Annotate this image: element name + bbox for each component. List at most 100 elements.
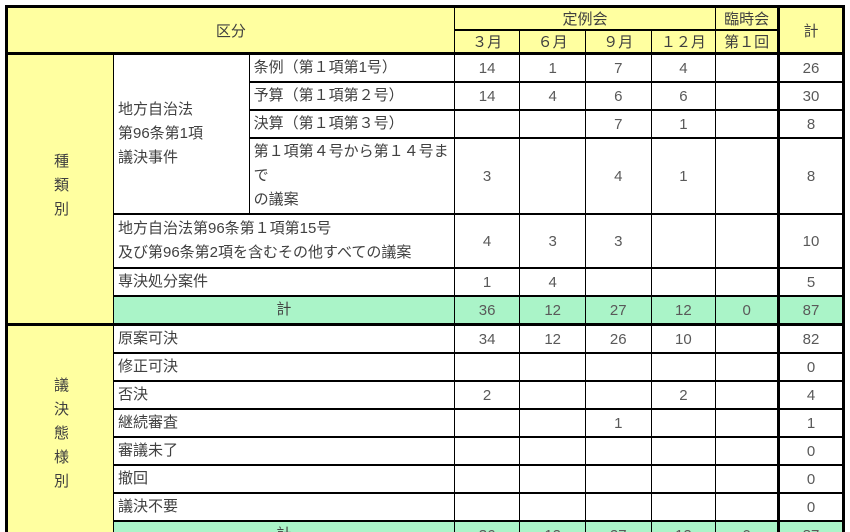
total-value-cell: 26 [779,54,844,83]
assembly-results-table: 区分 定例会 臨時会 計 ３月 ６月 ９月 １２月 第１回 種類別 地方自治法 … [5,5,845,532]
row-label: 議決不要 [114,493,455,521]
row-label: 否決 [114,381,455,409]
month-header-mar: ３月 [454,30,520,54]
value-cell: 2 [454,381,520,409]
value-cell: 36 [454,521,520,532]
value-cell [716,325,779,354]
table-row: 種類別 地方自治法 第96条第1項 議決事件 条例（第１項第1号） 14 1 7… [7,54,844,83]
total-value-cell: 0 [779,493,844,521]
table-row: 議決態様別 原案可決 34 12 26 10 82 [7,325,844,354]
value-cell [585,268,651,296]
value-cell: 4 [454,214,520,268]
value-cell [716,353,779,381]
total-row-label: 計 [114,296,455,325]
value-cell [520,138,586,214]
value-cell [585,465,651,493]
total-value-cell: 5 [779,268,844,296]
value-cell [454,437,520,465]
value-cell [651,465,716,493]
total-value-cell: 8 [779,110,844,138]
value-cell [716,82,779,110]
value-cell [651,493,716,521]
row-label: 継続審査 [114,409,455,437]
value-cell: 2 [651,381,716,409]
value-cell: 12 [520,521,586,532]
side-label-by-type: 種類別 [7,54,114,325]
value-cell: 1 [520,54,586,83]
month-header-sep: ９月 [585,30,651,54]
row-label: 審議未了 [114,437,455,465]
value-cell: 34 [454,325,520,354]
value-cell: 1 [585,409,651,437]
side-label-by-resolution-form: 議決態様別 [7,325,114,532]
value-cell [716,110,779,138]
row-label: 第１項第４号から第１４号まで の議案 [249,138,454,214]
row-label: 撤回 [114,465,455,493]
value-cell: 1 [454,268,520,296]
group-label-local-autonomy-law: 地方自治法 第96条第1項 議決事件 [114,54,250,215]
value-cell: 7 [585,110,651,138]
table-row: 撤回 0 [7,465,844,493]
header-row-1: 区分 定例会 臨時会 計 [7,7,844,31]
total-value-cell: 0 [779,465,844,493]
row-label: 原案可決 [114,325,455,354]
row-label: 専決処分案件 [114,268,455,296]
row-label: 決算（第１項第３号） [249,110,454,138]
value-cell [716,54,779,83]
total-value-cell: 30 [779,82,844,110]
value-cell [520,493,586,521]
total-value-cell: 4 [779,381,844,409]
value-cell: 12 [520,325,586,354]
value-cell: 1 [651,138,716,214]
value-cell: 0 [716,296,779,325]
value-cell: 12 [651,521,716,532]
teireikai-header: 定例会 [454,7,715,31]
value-cell [454,409,520,437]
table-row: 議決不要 0 [7,493,844,521]
value-cell: 0 [716,521,779,532]
row-label: 予算（第１項第２号） [249,82,454,110]
month-header-jun: ６月 [520,30,586,54]
total-value-cell: 0 [779,437,844,465]
value-cell [454,465,520,493]
value-cell [651,353,716,381]
value-cell [585,493,651,521]
total-value-cell: 10 [779,214,844,268]
value-cell [585,381,651,409]
value-cell [651,268,716,296]
value-cell: 4 [520,82,586,110]
value-cell: 3 [520,214,586,268]
value-cell: 36 [454,296,520,325]
value-cell [716,437,779,465]
table-row: 否決 2 2 4 [7,381,844,409]
value-cell [520,110,586,138]
value-cell [454,493,520,521]
value-cell [716,138,779,214]
section-total-row: 計 36 12 27 12 0 87 [7,296,844,325]
value-cell [520,381,586,409]
value-cell: 1 [651,110,716,138]
value-cell: 12 [520,296,586,325]
value-cell [716,381,779,409]
total-value-cell: 82 [779,325,844,354]
table-row: 専決処分案件 1 4 5 [7,268,844,296]
value-cell [585,437,651,465]
value-cell: 4 [585,138,651,214]
total-value-cell: 87 [779,296,844,325]
value-cell: 14 [454,82,520,110]
value-cell: 10 [651,325,716,354]
value-cell: 6 [585,82,651,110]
value-cell: 12 [651,296,716,325]
value-cell [716,493,779,521]
value-cell: 3 [585,214,651,268]
total-value-cell: 1 [779,409,844,437]
value-cell [651,214,716,268]
value-cell [651,437,716,465]
value-cell: 4 [651,54,716,83]
value-cell [454,353,520,381]
value-cell: 26 [585,325,651,354]
total-value-cell: 8 [779,138,844,214]
table-row: 修正可決 0 [7,353,844,381]
month-header-dec: １２月 [651,30,716,54]
row-label: 地方自治法第96条第１項第15号 及び第96条第2項を含むその他すべての議案 [114,214,455,268]
